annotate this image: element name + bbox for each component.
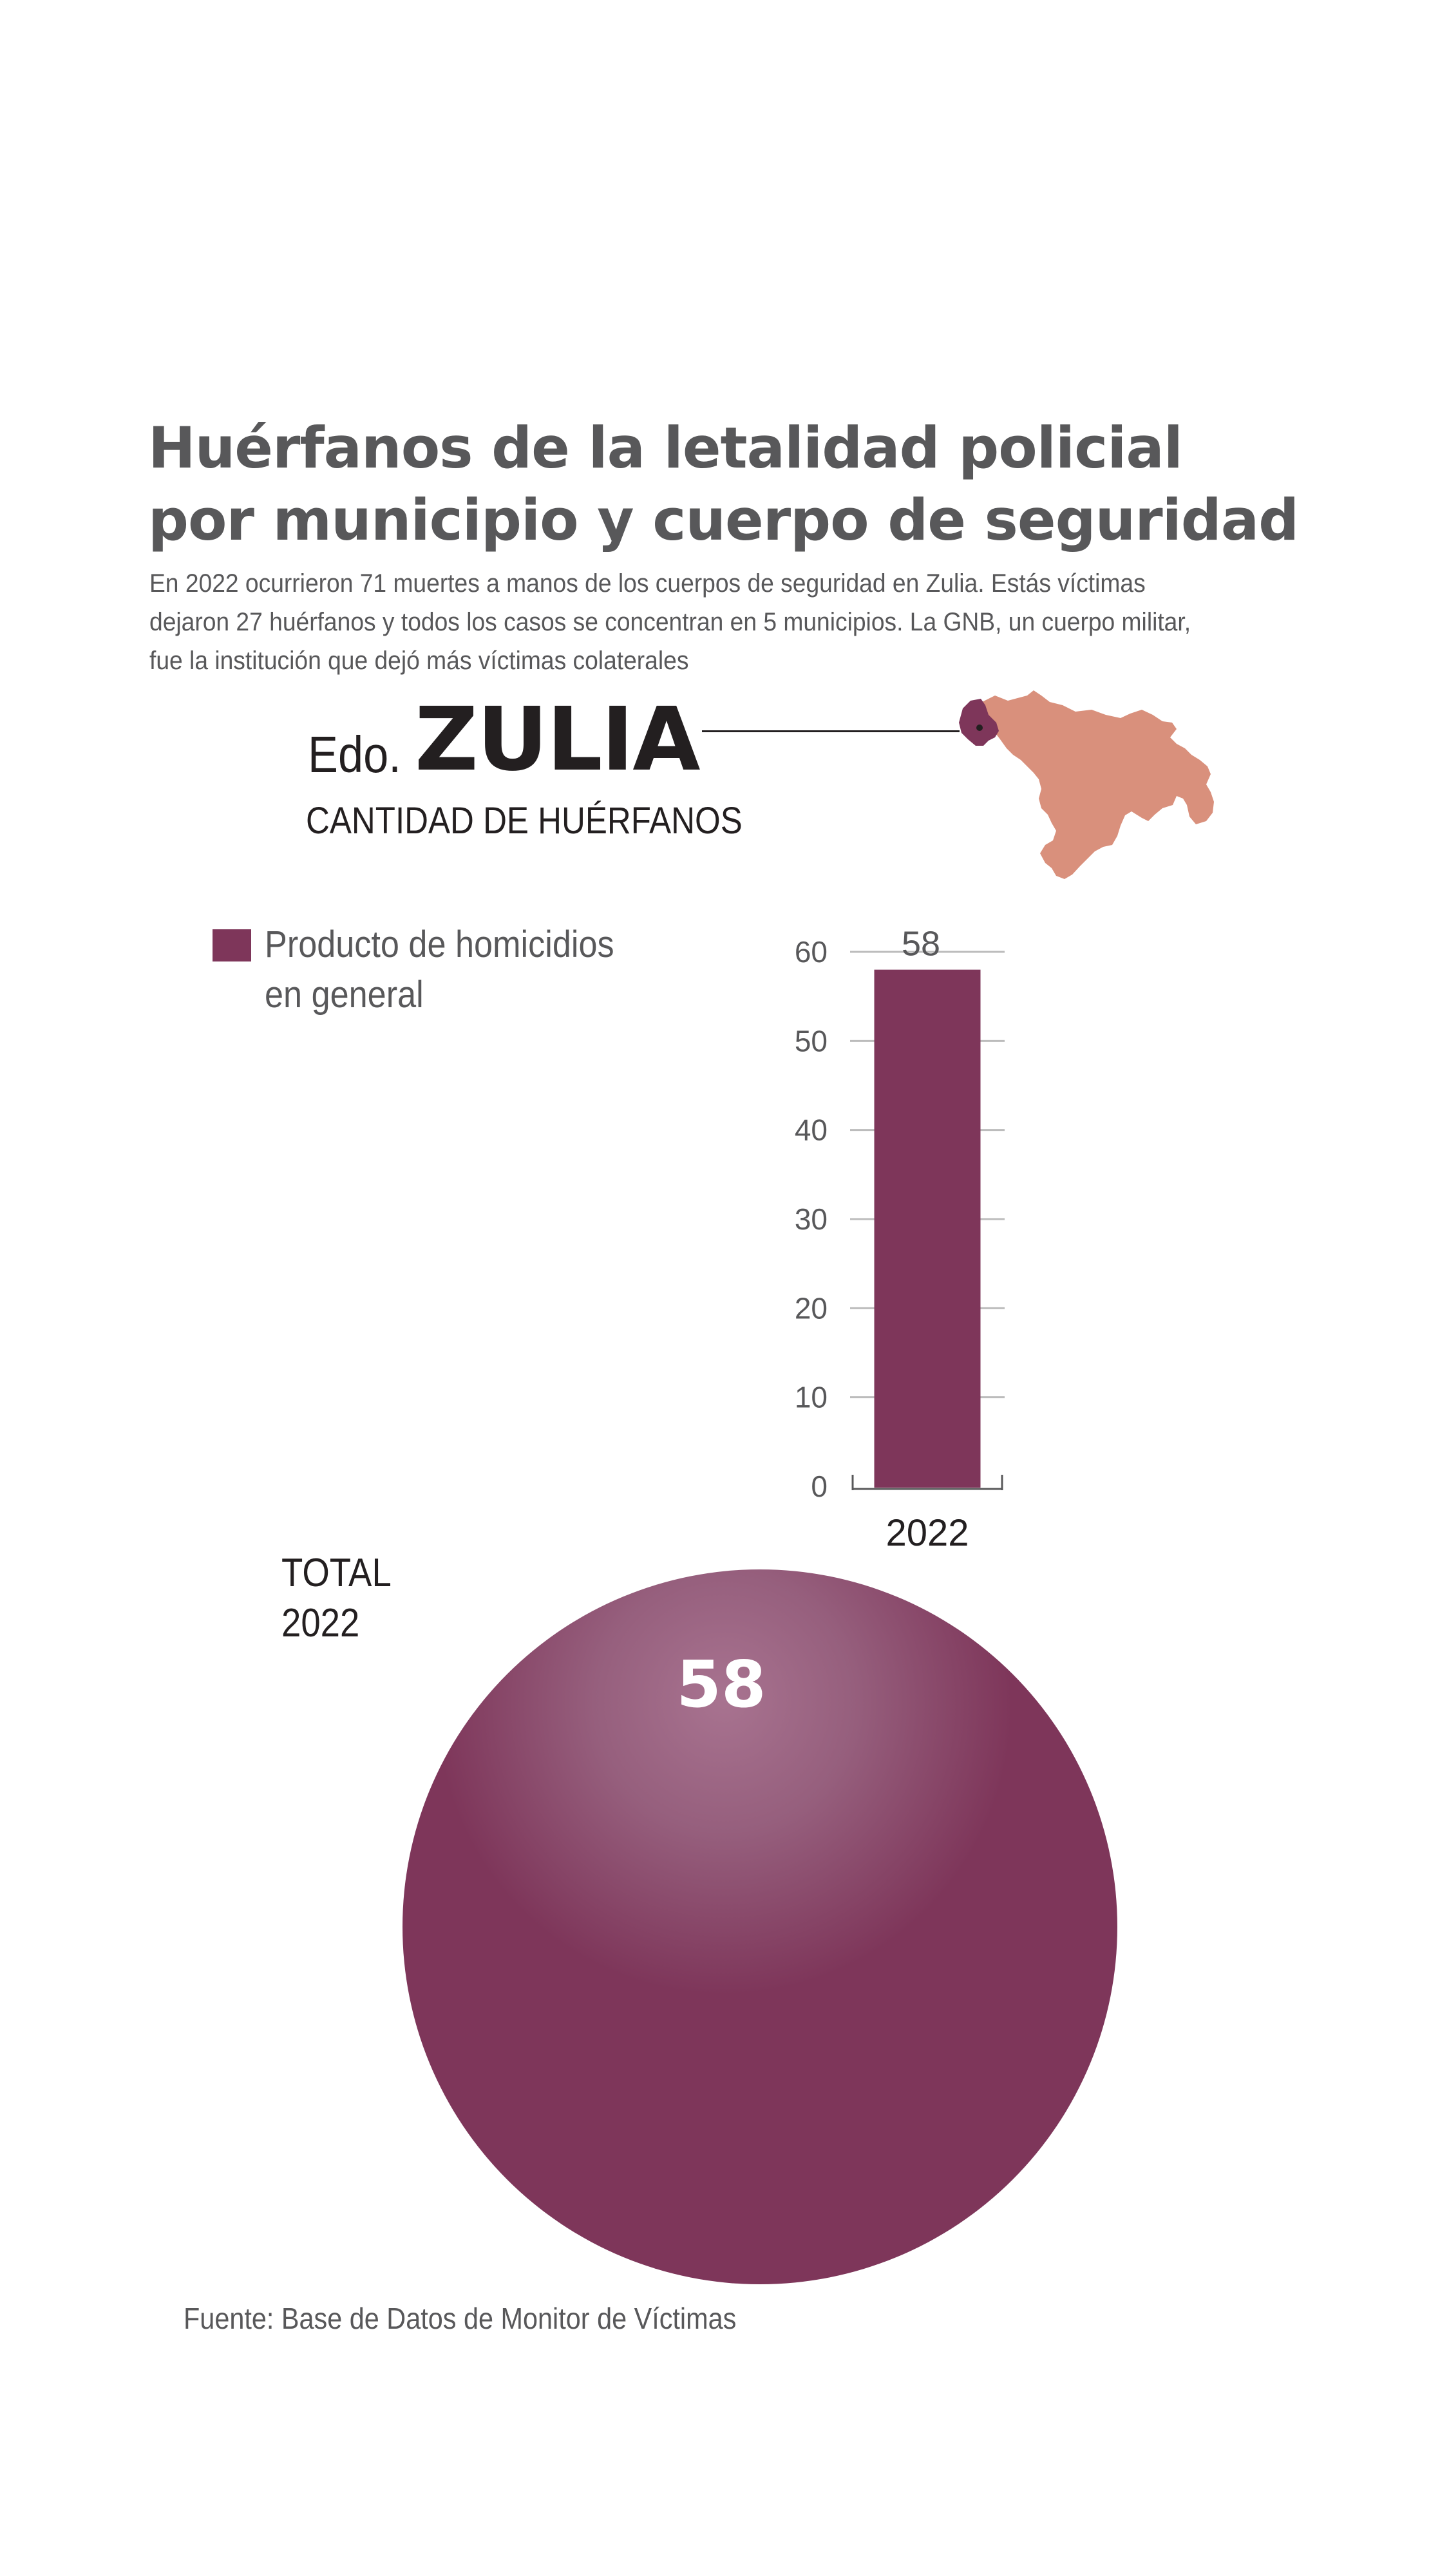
total-sphere: 58 xyxy=(402,1569,1117,2284)
y-tick-label: 0 xyxy=(811,1470,828,1503)
zulia-location-marker xyxy=(976,724,983,731)
y-tick-label: 40 xyxy=(795,1113,828,1147)
title-line-2: por municipio y cuerpo de seguridad xyxy=(148,487,1299,553)
chart-subtitle: CANTIDAD DE HUÉRFANOS xyxy=(306,800,743,842)
bar-2022 xyxy=(874,969,981,1488)
total-label-line-2: 2022 xyxy=(281,1601,360,1645)
chart-title: Huérfanos de la letalidad policial por m… xyxy=(148,412,1372,556)
venezuela-country-shape xyxy=(982,690,1214,879)
x-tick-label-2022: 2022 xyxy=(886,1512,969,1554)
zulia-state-shape xyxy=(959,699,999,746)
state-name: ZULIA xyxy=(415,689,701,791)
title-line-1: Huérfanos de la letalidad policial xyxy=(148,415,1183,481)
venezuela-map-icon xyxy=(959,690,1214,879)
bar-chart: 0 10 20 30 40 50 60 58 2022 xyxy=(795,925,1005,1554)
source-note: Fuente: Base de Datos de Monitor de Víct… xyxy=(184,2302,737,2335)
y-axis-ticks: 0 10 20 30 40 50 60 xyxy=(795,935,828,1503)
y-tick-label: 10 xyxy=(795,1381,828,1414)
total-label-line-1: TOTAL xyxy=(281,1551,392,1595)
description-line-3: fue la institución que dejó más víctimas… xyxy=(149,647,689,675)
x-axis-ticks: 2022 xyxy=(886,1512,969,1554)
y-tick-label: 20 xyxy=(795,1291,828,1325)
total-value: 58 xyxy=(676,1647,766,1722)
y-tick-label: 60 xyxy=(795,935,828,969)
x-axis xyxy=(851,1475,1003,1490)
data-label-2022: 58 xyxy=(902,925,940,963)
y-tick-label: 30 xyxy=(795,1202,828,1236)
state-prefix: Edo. xyxy=(308,726,401,783)
legend-label-line-2: en general xyxy=(265,974,424,1016)
chart-description: En 2022 ocurrieron 71 muertes a manos de… xyxy=(149,564,1258,680)
total-sphere-shape xyxy=(402,1569,1117,2284)
map-pointer-line xyxy=(702,730,960,732)
legend-label: Producto de homicidios en general xyxy=(265,920,614,1020)
total-label: TOTAL 2022 xyxy=(281,1548,392,1649)
data-labels: 58 xyxy=(902,925,940,963)
legend-swatch xyxy=(213,929,251,961)
legend-label-line-1: Producto de homicidios xyxy=(265,923,614,965)
description-line-1: En 2022 ocurrieron 71 muertes a manos de… xyxy=(149,569,1146,598)
y-tick-label: 50 xyxy=(795,1024,828,1057)
description-line-2: dejaron 27 huérfanos y todos los casos s… xyxy=(149,608,1191,636)
bars xyxy=(874,969,981,1488)
